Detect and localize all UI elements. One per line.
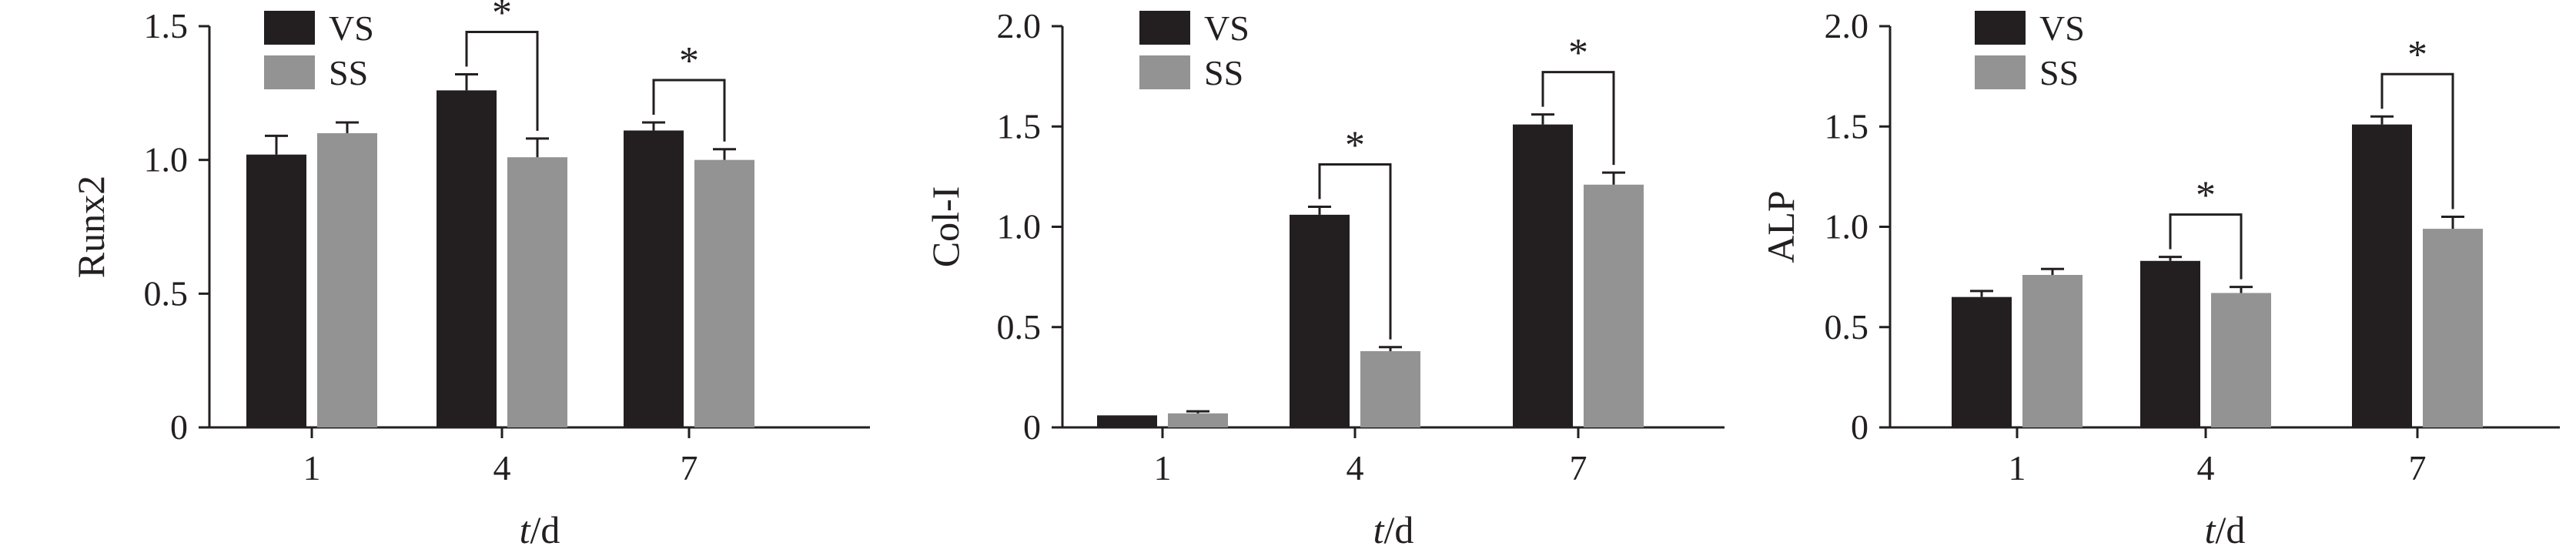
bar-vs <box>2140 260 2200 427</box>
chart-panel-alp: 0 0.5 1.0 1.5 2.0 1 4 7 * * VS SS ALP t/d <box>1759 6 2560 551</box>
legend-label-vs: VS <box>2039 8 2085 48</box>
bar-ss <box>2211 293 2271 427</box>
x-axis-title-unit: /d <box>1384 508 1414 551</box>
significance-bracket <box>1318 162 1392 340</box>
legend-swatch-vs <box>264 11 315 45</box>
y-axis-title: ALP <box>1759 190 1802 263</box>
significance-bracket <box>465 31 539 131</box>
y-tick-label: 1.0 <box>1825 207 1869 246</box>
chart-panel-runx2: 0 0.5 1.0 1.5 1 4 7 * * VS SS Runx2 t/d <box>69 0 870 551</box>
bar-vs <box>624 130 684 427</box>
y-tick-label: 0 <box>1851 407 1868 447</box>
bar-ss <box>2423 229 2483 427</box>
bar-ss <box>2022 275 2083 427</box>
significance-star: * <box>2407 33 2427 77</box>
legend-swatch-vs <box>1139 11 1190 45</box>
x-tick-label: 1 <box>2009 448 2026 487</box>
x-tick-label: 4 <box>2197 448 2215 487</box>
y-tick-label: 1.5 <box>144 6 189 45</box>
x-tick-label: 7 <box>1570 448 1587 487</box>
bar-ss <box>507 157 567 427</box>
bar-vs <box>1952 296 2012 427</box>
legend-label-ss: SS <box>329 53 368 92</box>
y-tick-label: 0.5 <box>144 273 189 313</box>
significance-star: * <box>2196 174 2216 218</box>
legend-swatch-ss <box>1975 55 2026 89</box>
significance-bracket <box>2169 213 2243 280</box>
bar-vs <box>1290 214 1350 427</box>
significance-star: * <box>492 0 512 35</box>
x-tick-label: 4 <box>493 448 511 487</box>
y-tick-label: 2.0 <box>997 6 1042 45</box>
y-axis-title: Runx2 <box>69 176 112 278</box>
y-tick-label: 0 <box>170 407 188 447</box>
x-axis-title: t/d <box>520 508 560 551</box>
y-tick-label: 2.0 <box>1825 6 1869 45</box>
significance-bracket <box>2380 72 2454 209</box>
significance-star: * <box>679 39 699 83</box>
significance-star: * <box>1568 32 1588 75</box>
y-tick-label: 1.0 <box>144 140 189 179</box>
x-axis-title-variable: t <box>2205 508 2216 551</box>
bar-vs <box>2352 124 2412 427</box>
x-axis-title: t/d <box>1373 508 1414 551</box>
y-tick-label: 1.5 <box>997 106 1042 146</box>
significance-star: * <box>1345 123 1365 167</box>
x-tick-label: 7 <box>681 448 698 487</box>
x-axis-title-unit: /d <box>530 508 560 551</box>
chart-panel-col-i: 0 0.5 1.0 1.5 2.0 1 4 7 * * VS SS Col-I t/d <box>924 6 1725 551</box>
legend-swatch-ss <box>264 55 315 89</box>
y-tick-label: 0.5 <box>997 307 1042 347</box>
bar-vs <box>246 154 306 427</box>
bar-vs <box>1097 415 1157 427</box>
x-tick-label: 7 <box>2409 448 2427 487</box>
significance-bracket <box>1541 71 1615 166</box>
bar-ss <box>317 132 377 427</box>
x-tick-label: 4 <box>1347 448 1364 487</box>
bar-ss <box>694 159 754 427</box>
x-tick-label: 1 <box>1154 448 1172 487</box>
x-axis-title-variable: t <box>1373 508 1385 551</box>
legend-swatch-ss <box>1139 55 1190 89</box>
bar-ss <box>1360 351 1420 427</box>
y-tick-label: 0.5 <box>1825 307 1869 347</box>
legend-label-ss: SS <box>2039 53 2079 92</box>
legend-swatch-vs <box>1975 11 2026 45</box>
x-axis-title-variable: t <box>520 508 531 551</box>
y-tick-label: 0 <box>1023 407 1041 447</box>
legend-label-vs: VS <box>1204 8 1250 48</box>
y-tick-label: 1.5 <box>1825 106 1869 146</box>
x-tick-label: 1 <box>303 448 321 487</box>
bar-vs <box>1513 124 1573 427</box>
bar-ss <box>1584 184 1644 428</box>
y-tick-label: 1.0 <box>997 207 1042 246</box>
x-axis-title: t/d <box>2205 508 2246 551</box>
legend-label-vs: VS <box>329 8 374 48</box>
bar-vs <box>437 90 497 428</box>
x-axis-title-unit: /d <box>2216 508 2246 551</box>
y-axis-title: Col-I <box>924 186 967 268</box>
bar-ss <box>1168 413 1228 427</box>
legend-label-ss: SS <box>1204 53 1243 92</box>
significance-bracket <box>652 79 726 142</box>
